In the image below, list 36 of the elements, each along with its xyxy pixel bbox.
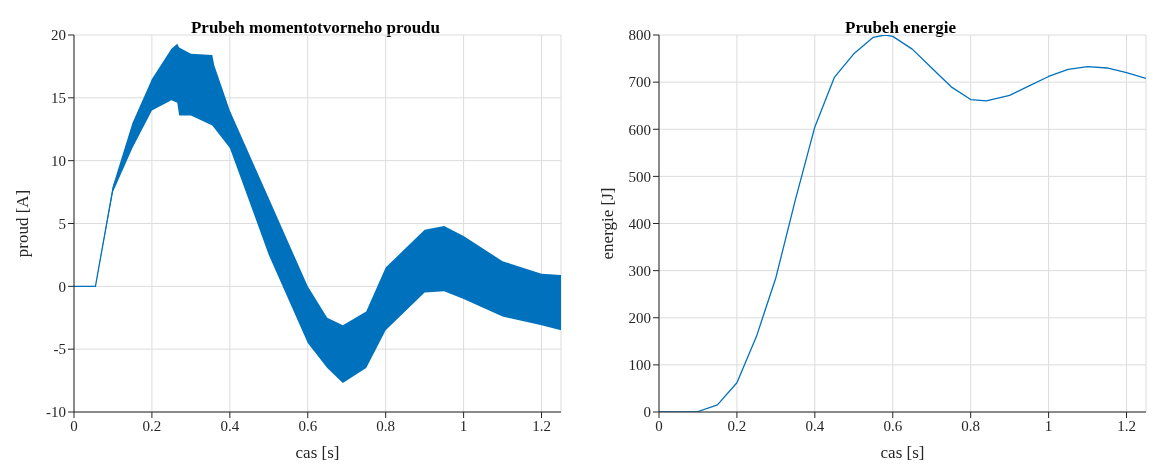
- x-tick-label: 1: [1044, 417, 1053, 434]
- y-tick-label: 0: [58, 278, 66, 295]
- y-tick-label: 600: [628, 121, 651, 138]
- y-axis-title: proud [A]: [13, 189, 33, 258]
- x-tick-label: 1.2: [1117, 417, 1136, 434]
- y-tick-label: 200: [628, 310, 651, 327]
- x-tick-label: 0.2: [142, 417, 162, 434]
- x-tick-label: 0: [655, 417, 663, 434]
- y-axis-title: energie [J]: [598, 187, 618, 260]
- y-tick-label: 500: [628, 168, 651, 185]
- y-tick-label: 10: [51, 152, 66, 169]
- y-tick-label: 800: [628, 27, 651, 44]
- x-tick-label: 0.8: [961, 417, 981, 434]
- y-tick-label: -5: [53, 341, 66, 358]
- y-tick-label: -10: [46, 404, 66, 421]
- x-tick-label: 0.6: [298, 417, 318, 434]
- x-tick-label: 0.4: [805, 417, 825, 434]
- x-tick-label: 1.2: [532, 417, 551, 434]
- x-axis-title: cas [s]: [880, 443, 925, 462]
- y-tick-label: 400: [628, 215, 651, 232]
- x-tick-label: 0.6: [883, 417, 903, 434]
- x-tick-label: 1: [459, 417, 468, 434]
- y-tick-label: 100: [628, 357, 651, 374]
- x-axis-title: cas [s]: [295, 443, 340, 462]
- y-tick-label: 0: [643, 404, 651, 421]
- chart-title: Prubeh energie: [844, 18, 957, 38]
- x-tick-label: 0.8: [376, 417, 396, 434]
- x-tick-label: 0.2: [727, 417, 747, 434]
- chart-title: Prubeh momentotvorneho proudu: [189, 18, 441, 38]
- x-tick-label: 0.4: [220, 417, 240, 434]
- y-tick-label: 700: [628, 74, 651, 91]
- y-tick-label: 15: [51, 90, 66, 107]
- y-tick-label: 20: [51, 27, 66, 44]
- y-tick-label: 5: [58, 215, 66, 232]
- y-tick-label: 300: [628, 262, 651, 279]
- x-tick-label: 0: [70, 417, 78, 434]
